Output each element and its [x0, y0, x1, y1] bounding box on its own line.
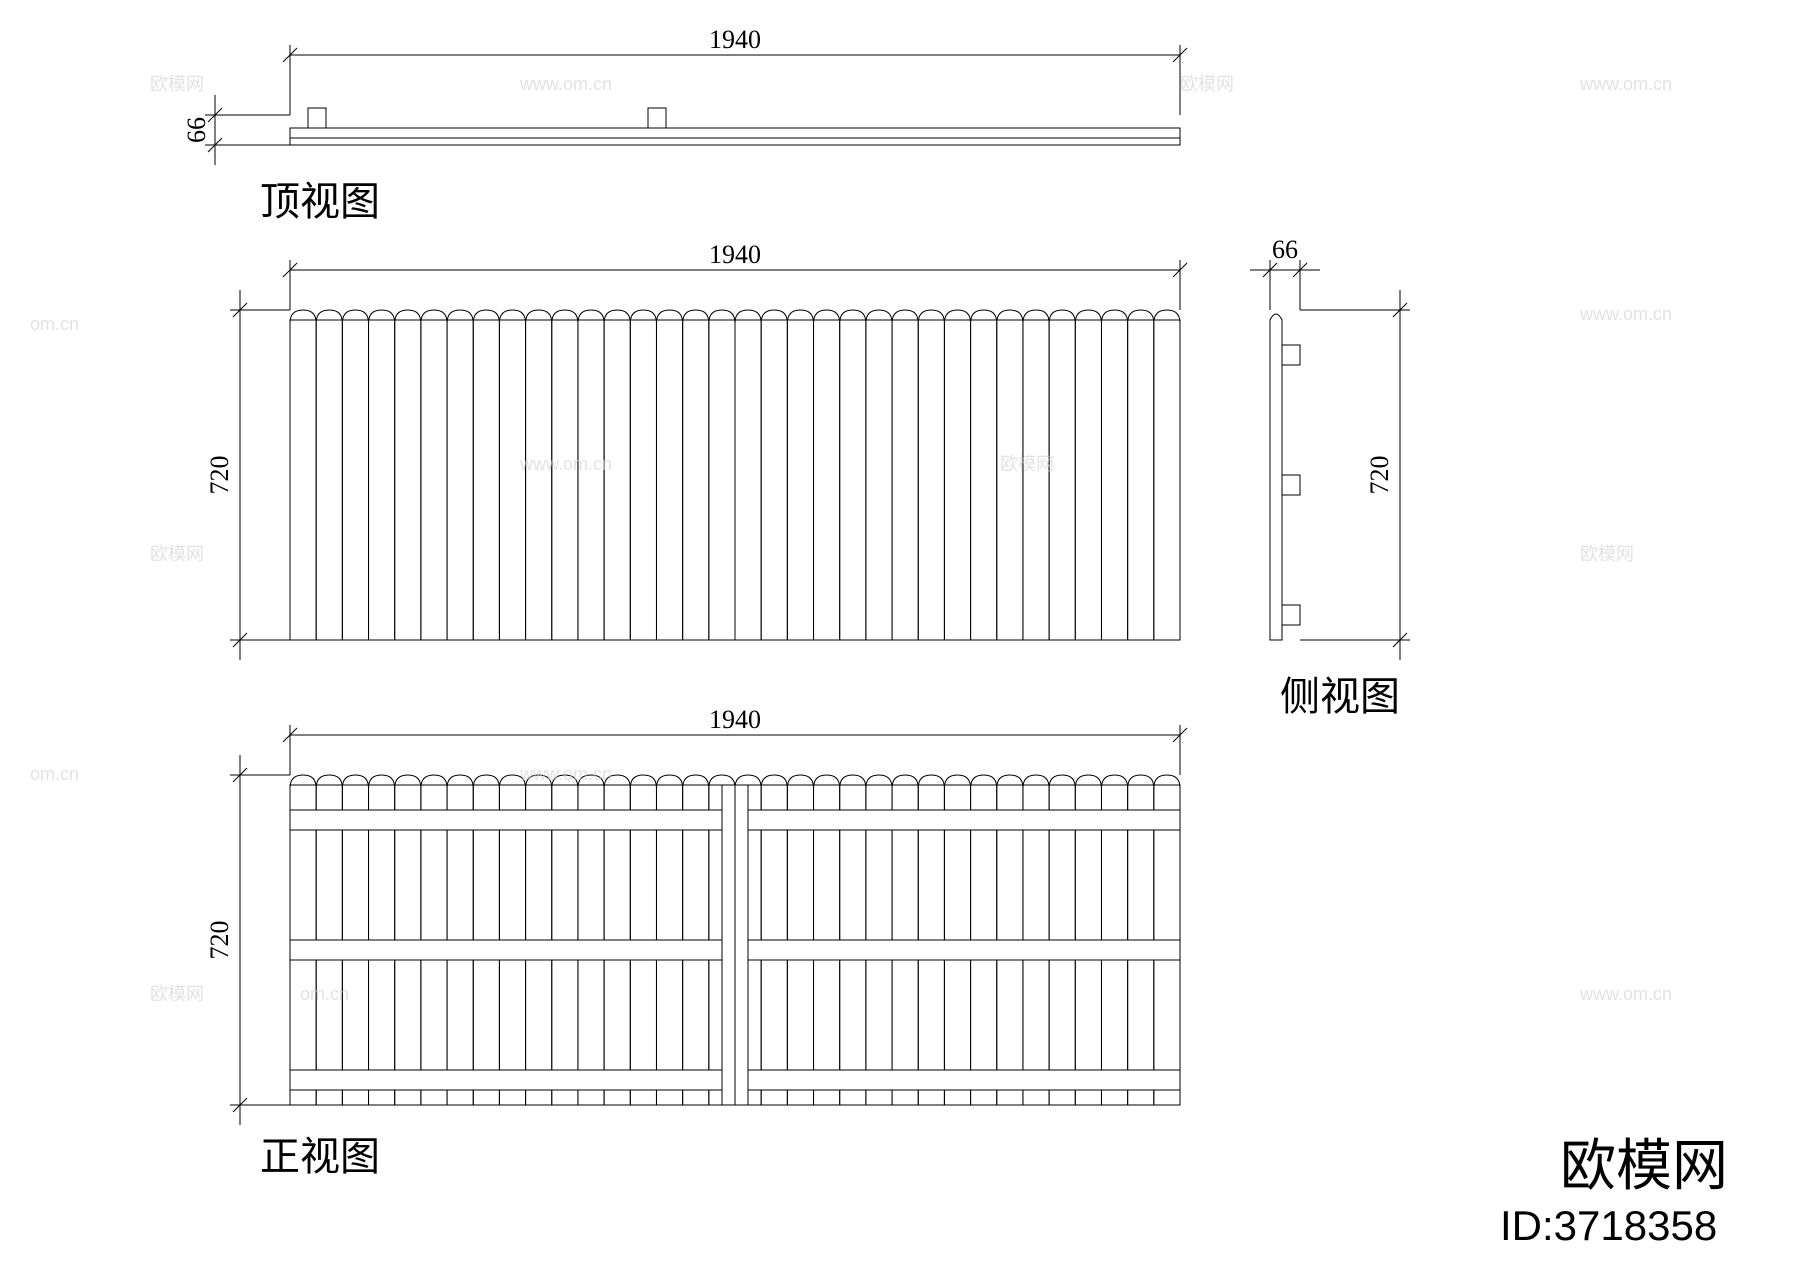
back-view-label: 正视图 — [260, 1134, 380, 1179]
watermark-text: www.om.cn — [519, 454, 612, 474]
fence-slat — [1154, 310, 1180, 640]
fence-slat — [499, 310, 525, 640]
side-view-depth-value: 66 — [1272, 235, 1298, 264]
watermark-text: www.om.cn — [1579, 304, 1672, 324]
fence-slat — [971, 310, 997, 640]
side-view: 66 720 侧视图 — [1250, 235, 1410, 719]
watermark-text: 欧模网 — [1000, 454, 1054, 474]
back-view: 1940 720 正视图 — [205, 705, 1187, 1179]
front-view-height-value: 720 — [205, 456, 234, 495]
fence-slat — [997, 310, 1023, 640]
fence-slat — [316, 310, 342, 640]
back-view-width-dimension: 1940 — [283, 705, 1187, 775]
top-view-width-value: 1940 — [709, 25, 761, 54]
watermark-text: www.om.cn — [1579, 984, 1672, 1004]
fence-slat — [787, 310, 813, 640]
watermark-text: www.om.cn — [519, 764, 612, 784]
front-view-slats — [290, 310, 1180, 640]
brand-block: 欧模网 ID:3718358 — [1500, 1134, 1728, 1249]
brand-name: 欧模网 — [1560, 1134, 1728, 1197]
top-view-depth-value: 66 — [182, 117, 211, 143]
fence-slat — [866, 310, 892, 640]
fence-slat — [369, 310, 395, 640]
fence-slat — [683, 310, 709, 640]
fence-slat — [552, 310, 578, 640]
watermark-text: 欧模网 — [150, 74, 204, 94]
fence-slat — [892, 310, 918, 640]
fence-slat — [290, 310, 316, 640]
brand-id: ID:3718358 — [1500, 1202, 1717, 1249]
watermark-text: 欧模网 — [150, 544, 204, 564]
front-view: 1940 720 — [205, 240, 1187, 660]
fence-slat — [735, 310, 761, 640]
watermark-text: om.cn — [300, 984, 349, 1004]
top-view-depth-dimension: 66 — [182, 95, 290, 165]
watermark-text: www.om.cn — [1579, 74, 1672, 94]
back-view-height-value: 720 — [205, 921, 234, 960]
watermark-text: 欧模网 — [150, 984, 204, 1004]
back-view-rails — [290, 785, 1180, 1105]
fence-slat — [526, 310, 552, 640]
side-view-height-value: 720 — [1365, 456, 1394, 495]
fence-slat — [395, 310, 421, 640]
fence-slat — [342, 310, 368, 640]
fence-slat — [814, 310, 840, 640]
fence-slat — [447, 310, 473, 640]
front-view-height-dimension: 720 — [205, 290, 290, 660]
side-view-height-dimension: 720 — [1300, 290, 1410, 660]
fence-slat — [761, 310, 787, 640]
fence-slat — [1101, 310, 1127, 640]
watermark-text: 欧模网 — [1180, 74, 1234, 94]
watermark-text: www.om.cn — [519, 74, 612, 94]
top-view-label: 顶视图 — [260, 179, 380, 224]
front-view-width-dimension: 1940 — [283, 240, 1187, 310]
fence-slat — [1049, 310, 1075, 640]
fence-slat — [578, 310, 604, 640]
watermark-text: om.cn — [30, 764, 79, 784]
fence-slat — [944, 310, 970, 640]
fence-slat — [1023, 310, 1049, 640]
fence-slat — [656, 310, 682, 640]
back-view-height-dimension: 720 — [205, 755, 290, 1125]
top-view-width-dimension: 1940 — [283, 25, 1187, 115]
back-view-width-value: 1940 — [709, 705, 761, 734]
side-view-body — [1270, 314, 1300, 640]
engineering-drawing: 1940 66 顶视图 1940 — [0, 0, 1800, 1272]
fence-slat — [1128, 310, 1154, 640]
fence-slat — [918, 310, 944, 640]
top-view-body — [290, 108, 1180, 145]
side-view-label: 侧视图 — [1280, 674, 1400, 719]
fence-slat — [840, 310, 866, 640]
fence-slat — [421, 310, 447, 640]
fence-slat — [473, 310, 499, 640]
side-view-depth-dimension: 66 — [1250, 235, 1320, 310]
fence-slat — [1075, 310, 1101, 640]
fence-slat — [709, 310, 735, 640]
front-view-width-value: 1940 — [709, 240, 761, 269]
fence-slat — [630, 310, 656, 640]
watermark-text: 欧模网 — [1580, 544, 1634, 564]
fence-slat — [604, 310, 630, 640]
watermark-text: om.cn — [30, 314, 79, 334]
top-view: 1940 66 顶视图 — [182, 25, 1187, 224]
